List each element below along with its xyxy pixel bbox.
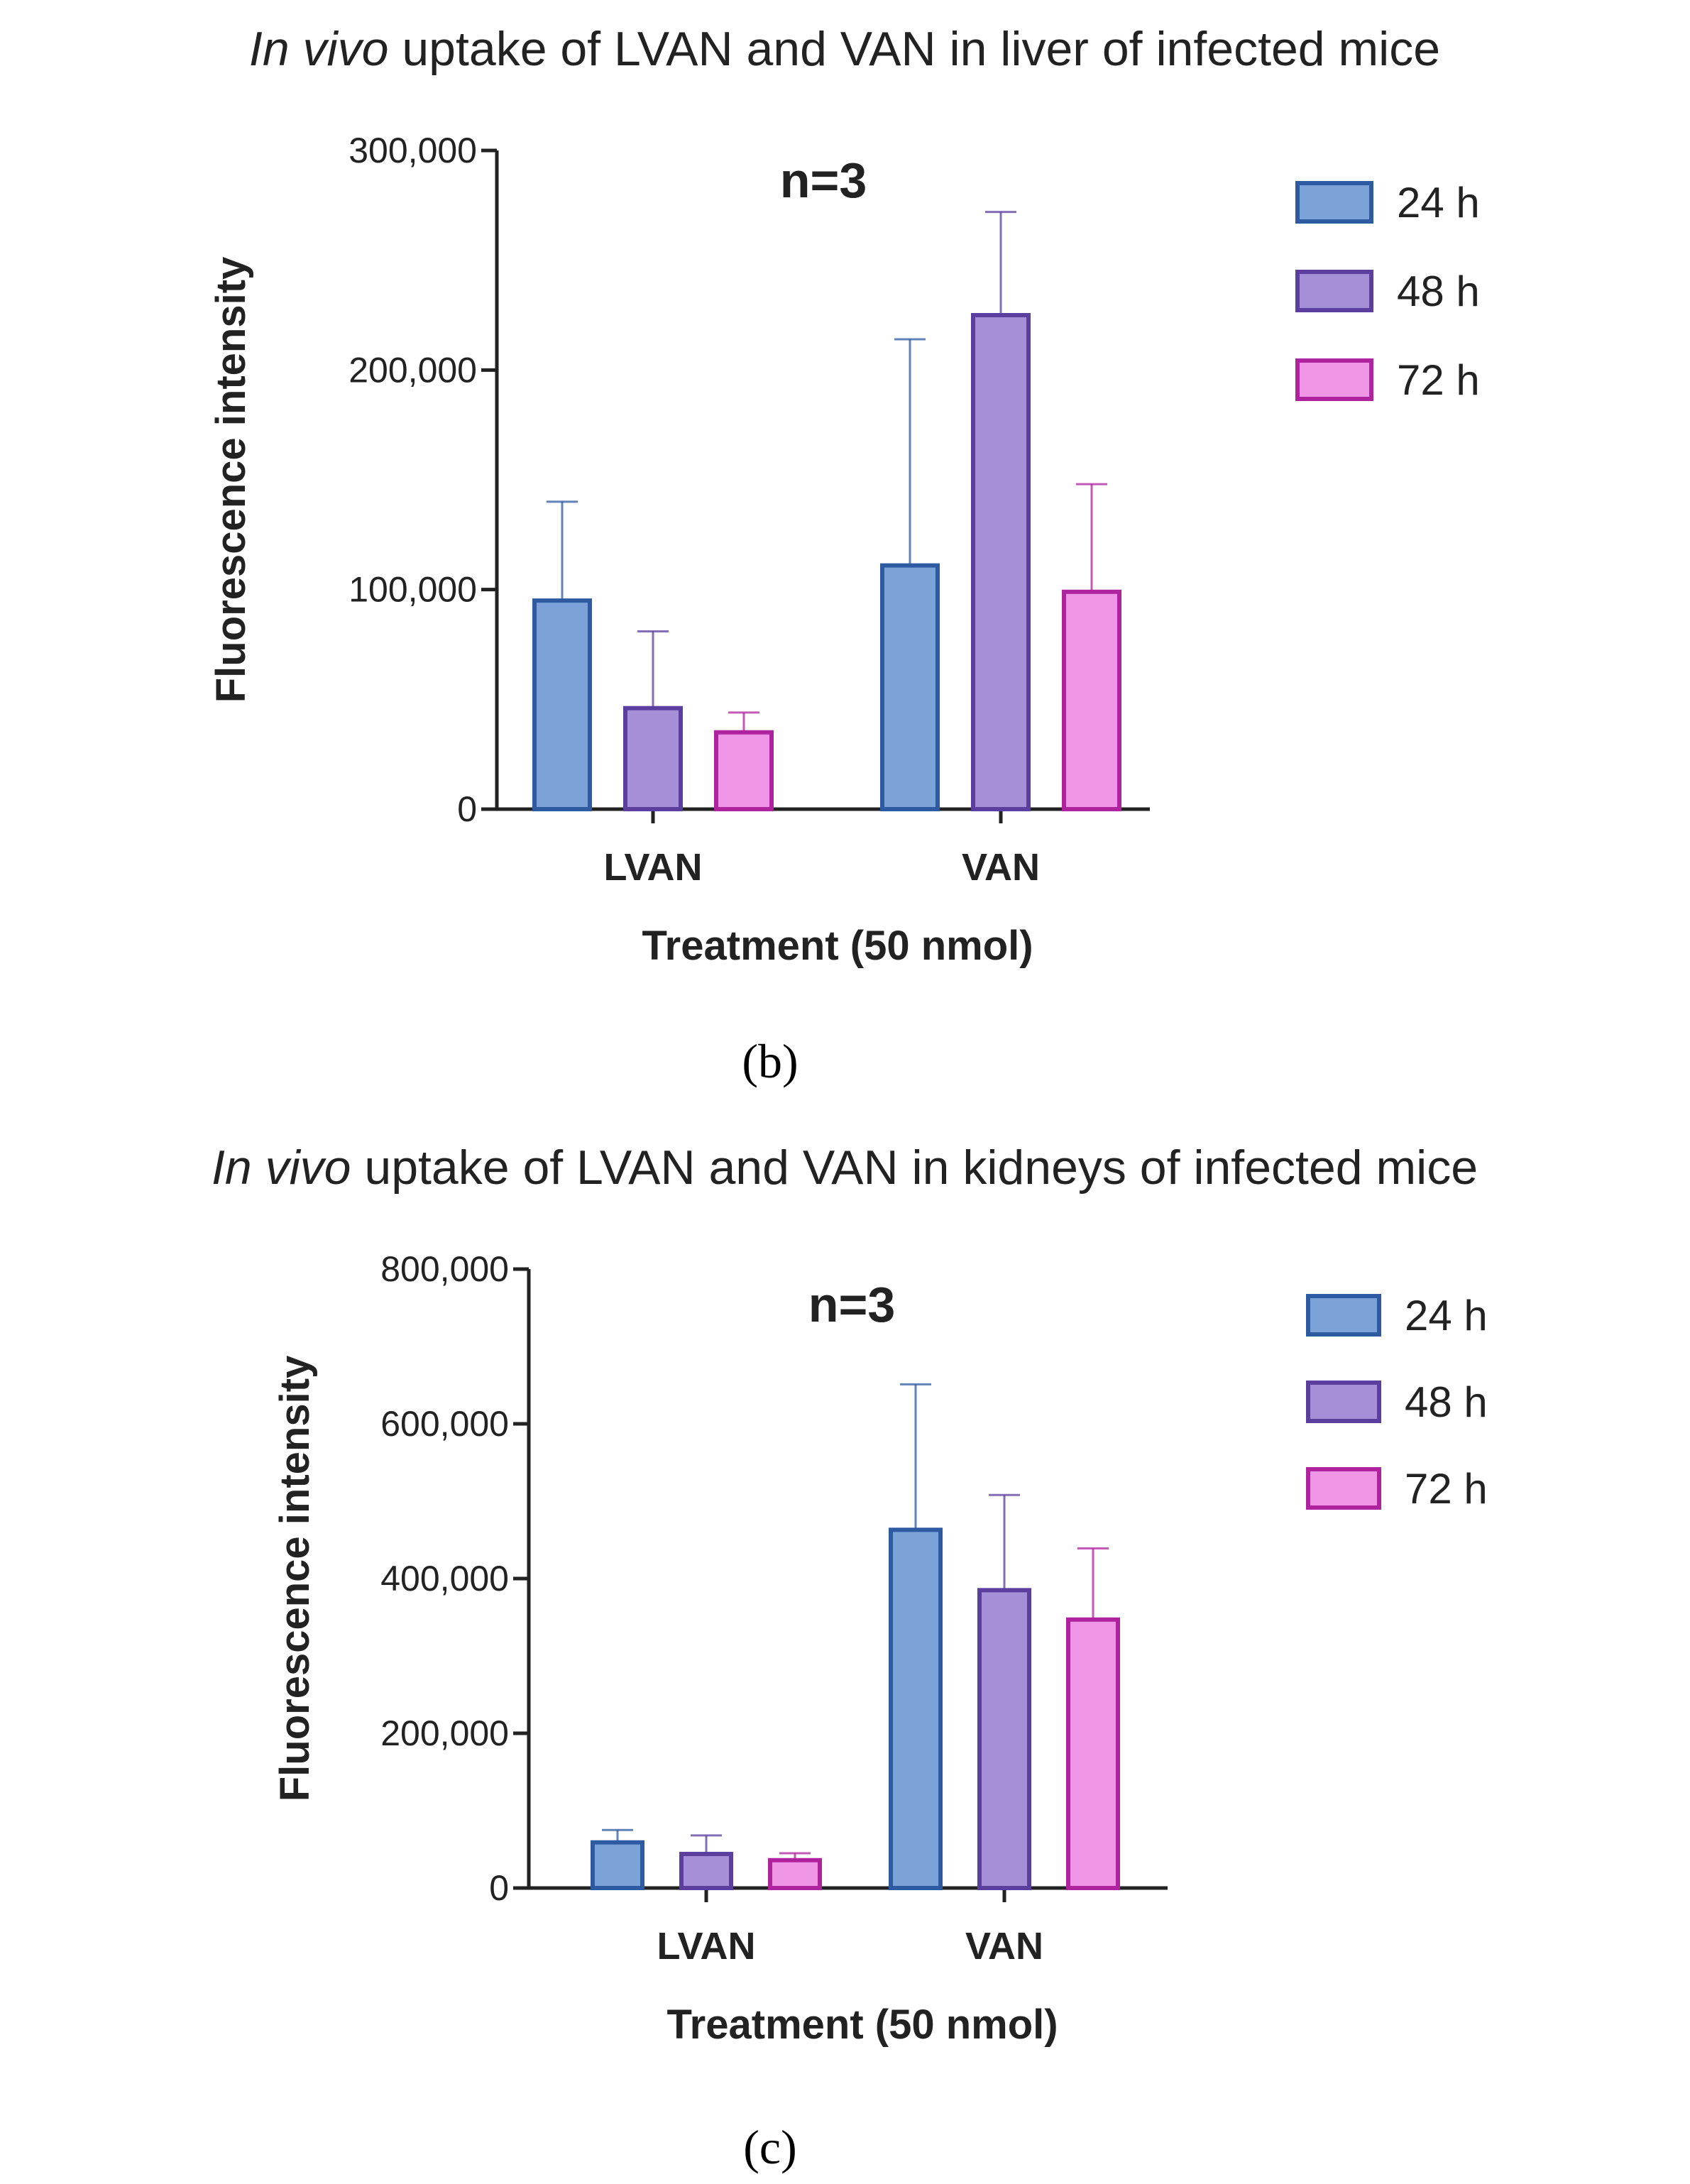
y-tick-label: 200,000 xyxy=(349,350,477,390)
chart-title-italic: In vivo xyxy=(212,1141,351,1195)
legend-label: 48 h xyxy=(1405,1378,1488,1426)
chart-panel-b: In vivo uptake of LVAN and VAN in liver … xyxy=(208,22,1480,1088)
x-axis-label: Treatment (50 nmol) xyxy=(642,923,1033,969)
panel-label: (c) xyxy=(743,2120,796,2174)
legend-swatch xyxy=(1306,1467,1381,1510)
chart-title-italic: In vivo xyxy=(249,22,389,76)
bar-VAN-72h xyxy=(1066,1617,1120,1891)
chart-panel-c: In vivo uptake of LVAN and VAN in kidney… xyxy=(212,1141,1488,2174)
y-axis-label: Fluorescence intensity xyxy=(272,1356,318,1802)
bar-LVAN-48h xyxy=(679,1852,733,1891)
y-tick-label: 200,000 xyxy=(380,1713,509,1753)
legend-label: 72 h xyxy=(1397,356,1480,404)
n-annotation: n=3 xyxy=(808,1277,896,1332)
legend-label: 48 h xyxy=(1397,268,1480,315)
y-tick-label: 400,000 xyxy=(380,1559,509,1598)
legend-label: 24 h xyxy=(1405,1292,1488,1339)
legend-swatch xyxy=(1306,1381,1381,1423)
legend-label: 24 h xyxy=(1397,179,1480,226)
bar-LVAN-72h xyxy=(768,1858,822,1891)
bar-VAN-24h xyxy=(880,563,940,811)
y-tick-label: 0 xyxy=(457,789,477,829)
x-axis-label: Treatment (50 nmol) xyxy=(666,2002,1058,2048)
y-tick-label: 0 xyxy=(489,1868,509,1908)
legend-label: 72 h xyxy=(1405,1465,1488,1513)
bar-LVAN-48h xyxy=(623,706,683,811)
legend-swatch xyxy=(1295,270,1373,312)
bar-LVAN-72h xyxy=(714,730,774,811)
chart-title-rest: uptake of LVAN and VAN in kidneys of inf… xyxy=(351,1141,1478,1195)
legend-swatch xyxy=(1295,358,1373,401)
x-tick-label: LVAN xyxy=(604,846,703,889)
y-tick-label: 800,000 xyxy=(380,1249,509,1289)
legend-swatch xyxy=(1306,1294,1381,1337)
bar-LVAN-24h xyxy=(532,598,592,812)
panel-label: (b) xyxy=(742,1034,798,1088)
x-tick-label: VAN xyxy=(965,1925,1043,1968)
n-annotation: n=3 xyxy=(780,153,867,208)
x-tick-label: LVAN xyxy=(657,1925,756,1968)
y-tick-label: 600,000 xyxy=(380,1404,509,1444)
x-tick-label: VAN xyxy=(962,846,1040,889)
bar-LVAN-24h xyxy=(591,1840,644,1890)
bar-VAN-24h xyxy=(889,1527,943,1891)
chart-title: In vivo uptake of LVAN and VAN in liver … xyxy=(249,22,1440,76)
chart-title: In vivo uptake of LVAN and VAN in kidney… xyxy=(212,1141,1478,1195)
y-axis-label: Fluorescence intensity xyxy=(208,257,254,703)
chart-title-rest: uptake of LVAN and VAN in liver of infec… xyxy=(388,22,1440,76)
legend-swatch xyxy=(1295,181,1373,224)
y-tick-label: 100,000 xyxy=(349,570,477,610)
bar-VAN-72h xyxy=(1062,589,1121,811)
y-tick-label: 300,000 xyxy=(349,131,477,170)
bar-VAN-48h xyxy=(977,1588,1031,1891)
bar-VAN-48h xyxy=(971,313,1031,811)
